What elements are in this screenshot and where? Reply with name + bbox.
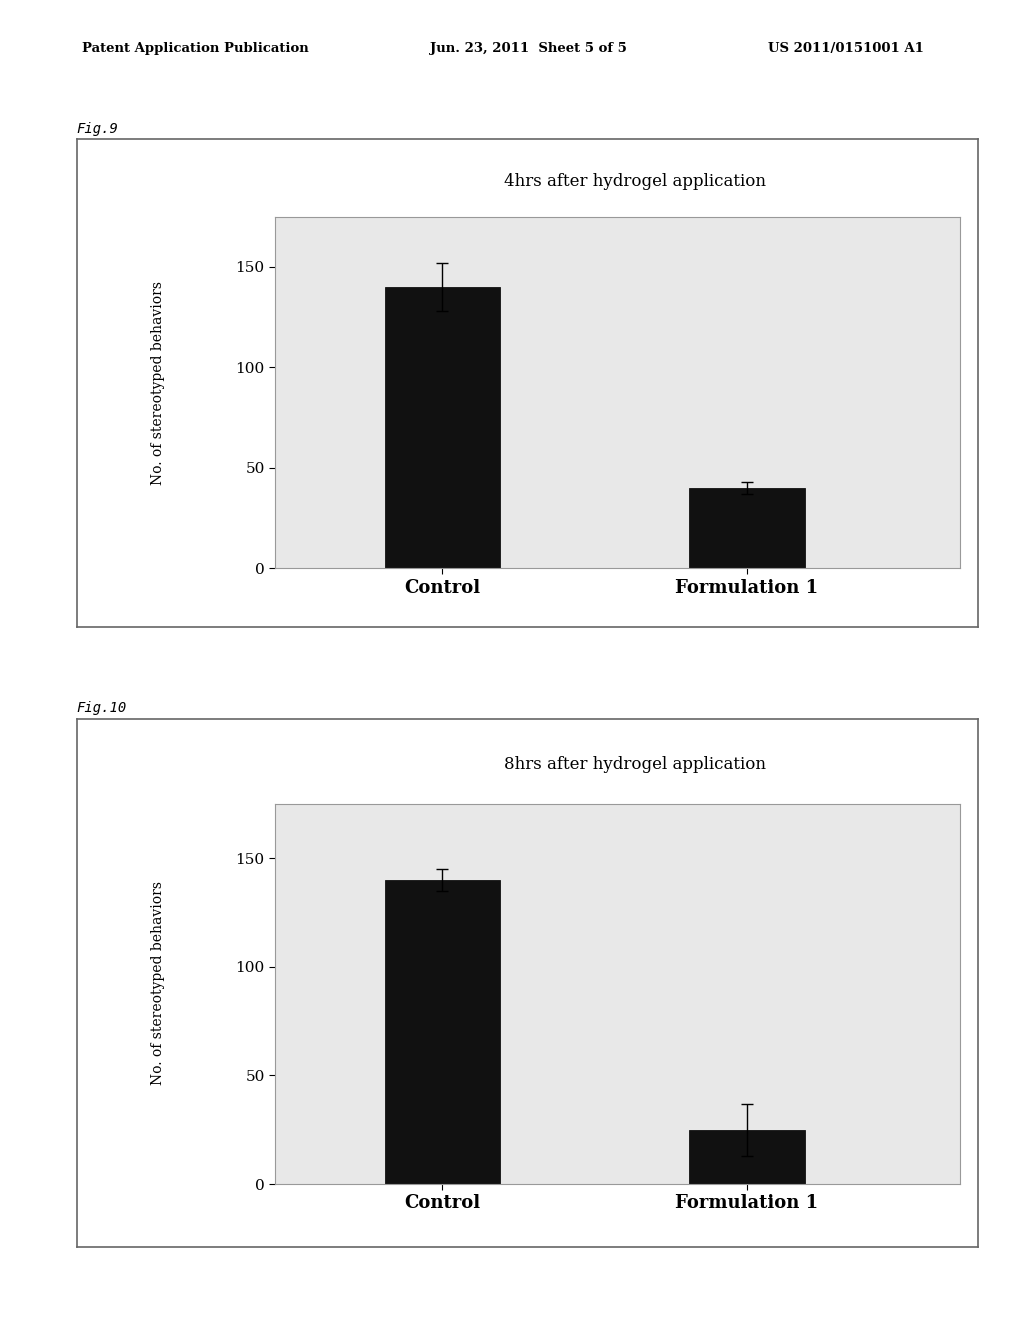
Text: No. of stereotyped behaviors: No. of stereotyped behaviors [151, 882, 165, 1085]
Text: 4hrs after hydrogel application: 4hrs after hydrogel application [505, 173, 767, 190]
Bar [689, 488, 805, 569]
Text: Fig.9: Fig.9 [77, 121, 119, 136]
Bar [689, 1130, 805, 1184]
Text: Fig.10: Fig.10 [77, 701, 127, 715]
Text: 8hrs after hydrogel application: 8hrs after hydrogel application [505, 756, 767, 774]
Text: Patent Application Publication: Patent Application Publication [82, 42, 308, 55]
Text: Jun. 23, 2011  Sheet 5 of 5: Jun. 23, 2011 Sheet 5 of 5 [430, 42, 627, 55]
Bar [385, 880, 501, 1184]
Bar [385, 286, 501, 569]
Text: US 2011/0151001 A1: US 2011/0151001 A1 [768, 42, 924, 55]
Text: No. of stereotyped behaviors: No. of stereotyped behaviors [151, 281, 165, 484]
